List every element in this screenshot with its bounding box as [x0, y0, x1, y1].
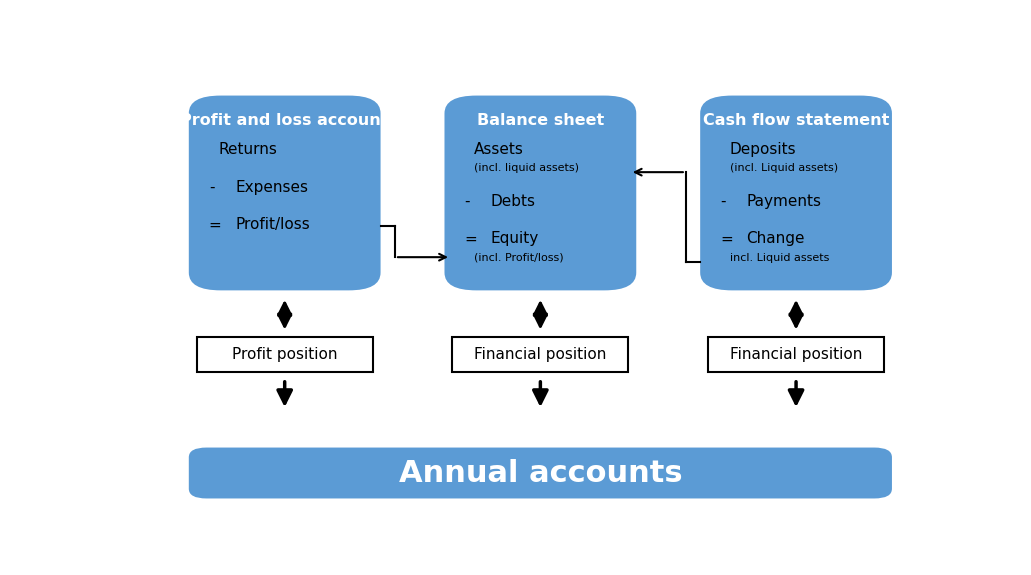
Text: Financial position: Financial position [730, 347, 862, 362]
FancyBboxPatch shape [444, 95, 636, 290]
Text: incl. Liquid assets: incl. Liquid assets [730, 253, 829, 263]
Text: (incl. liquid assets): (incl. liquid assets) [474, 163, 579, 173]
Text: Balance sheet: Balance sheet [476, 113, 604, 128]
FancyBboxPatch shape [453, 337, 628, 372]
Text: Returns: Returns [219, 142, 277, 157]
FancyBboxPatch shape [700, 95, 892, 290]
Text: (incl. Profit/loss): (incl. Profit/loss) [474, 253, 564, 263]
Text: -: - [208, 179, 214, 195]
Text: Change: Change [746, 232, 805, 247]
Text: -: - [720, 194, 726, 209]
Text: Profit/loss: Profit/loss [235, 217, 310, 232]
FancyBboxPatch shape [197, 337, 372, 372]
Text: =: = [720, 232, 733, 247]
Text: Profit and loss account: Profit and loss account [180, 113, 389, 128]
Text: Deposits: Deposits [730, 142, 796, 157]
Text: Profit position: Profit position [232, 347, 337, 362]
Text: Assets: Assets [474, 142, 524, 157]
FancyBboxPatch shape [189, 95, 380, 290]
Text: -: - [464, 194, 470, 209]
Text: Financial position: Financial position [474, 347, 606, 362]
Text: (incl. Liquid assets): (incl. Liquid assets) [730, 163, 838, 173]
Text: Equity: Equity [491, 232, 539, 247]
Text: =: = [208, 217, 222, 232]
Text: Annual accounts: Annual accounts [399, 458, 683, 488]
FancyBboxPatch shape [189, 447, 892, 499]
Text: Expenses: Expenses [235, 179, 308, 195]
FancyBboxPatch shape [708, 337, 884, 372]
Text: =: = [464, 232, 477, 247]
Text: Payments: Payments [746, 194, 822, 209]
Text: Cash flow statement: Cash flow statement [703, 113, 890, 128]
Text: Debts: Debts [491, 194, 536, 209]
